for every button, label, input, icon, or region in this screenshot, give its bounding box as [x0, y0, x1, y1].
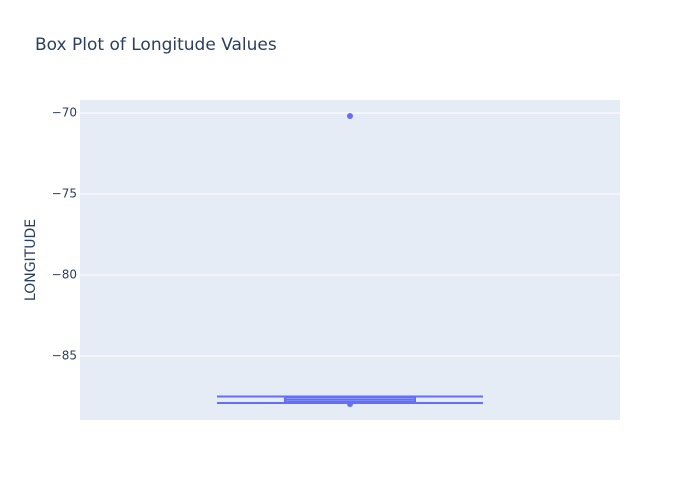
y-tick-label: −85	[52, 349, 77, 363]
outlier	[347, 113, 353, 120]
outlier	[347, 400, 353, 407]
chart-title: Box Plot of Longitude Values	[35, 35, 277, 55]
y-tick-label: −70	[52, 105, 77, 119]
y-axis-title: LONGITUDE	[23, 219, 39, 301]
y-tick-label: −80	[52, 267, 77, 281]
y-tick-label: −75	[52, 186, 77, 200]
plot-area	[80, 100, 620, 420]
